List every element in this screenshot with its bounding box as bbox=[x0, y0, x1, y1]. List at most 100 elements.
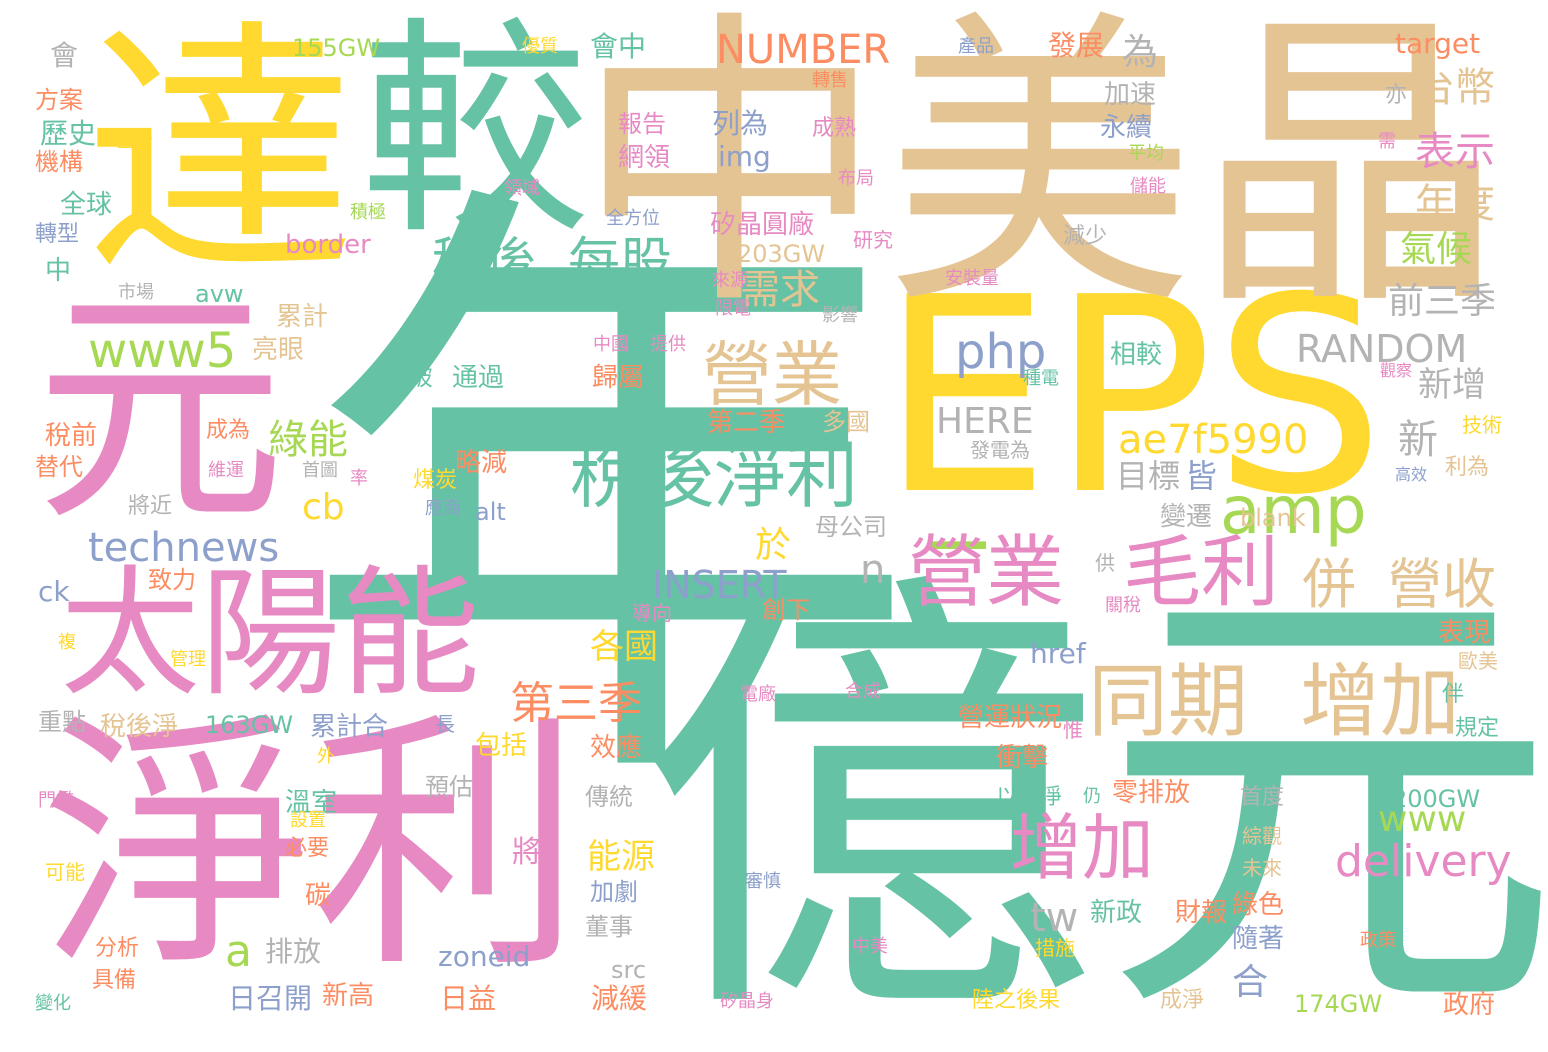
word-shoudu: 首度 bbox=[1240, 785, 1285, 810]
word-guijingshen: 矽晶身 bbox=[720, 991, 774, 1012]
word-yingshou: 營收 bbox=[1388, 553, 1496, 616]
word-zengjia-tan: 增加 bbox=[1300, 655, 1460, 748]
word-yingshang: 應商 bbox=[425, 498, 461, 519]
word-ae7f5990: ae7f5990 bbox=[1118, 417, 1309, 463]
word-shenshen: 審慎 bbox=[745, 871, 781, 892]
word-dianchang: 電廠 bbox=[740, 684, 776, 705]
word-keneng: 可能 bbox=[45, 860, 85, 884]
word-hecheng: 合成 bbox=[845, 681, 881, 702]
word-number: NUMBER bbox=[716, 27, 891, 73]
word-shuiqian: 稅前 bbox=[45, 421, 98, 451]
word-shezhi: 設置 bbox=[290, 810, 326, 831]
word-menkan: 門檻 bbox=[38, 790, 74, 811]
word-lvneng: 綠能 bbox=[268, 417, 348, 463]
word-zhengfu: 政府 bbox=[1443, 990, 1496, 1020]
word-quanfangwei: 全方位 bbox=[606, 208, 660, 229]
word-dierji: 第二季 bbox=[707, 408, 786, 438]
word-technews: technews bbox=[88, 525, 280, 571]
word-jiao: 較 bbox=[360, 0, 591, 266]
word-delivery: delivery bbox=[1335, 836, 1512, 887]
word-tan: 碳 bbox=[305, 881, 332, 911]
word-anzhuangliang: 安裝量 bbox=[945, 268, 999, 289]
word-tigong: 提供 bbox=[650, 334, 686, 355]
word-bianqian: 變遷 bbox=[1160, 502, 1213, 532]
word-huizhong: 會中 bbox=[590, 30, 647, 63]
word-shuihou: 稅後 bbox=[432, 233, 537, 293]
word-avw: avw bbox=[195, 280, 244, 308]
word-riyi: 日益 bbox=[440, 982, 497, 1015]
word-cb: cb bbox=[302, 487, 345, 528]
word-xin: 新 bbox=[1398, 417, 1438, 463]
word-zhongmei: 中美 bbox=[852, 936, 888, 957]
word-fangan: 方案 bbox=[35, 86, 83, 114]
word-guanshui: 關稅 bbox=[1105, 595, 1141, 616]
word-tupo: 突破 bbox=[385, 363, 433, 391]
word-guanli: 管理 bbox=[170, 649, 206, 670]
word-reng: 仍 bbox=[1083, 786, 1101, 807]
word-shuihoujingli: 稅後淨利 bbox=[570, 434, 859, 518]
word-here: HERE bbox=[936, 401, 1034, 442]
word-jiasu: 加速 bbox=[1104, 80, 1157, 110]
word-pingjun: 平均 bbox=[1128, 143, 1164, 164]
word-wangling: 網領 bbox=[618, 143, 671, 173]
word-biaoxian: 表現 bbox=[1438, 618, 1491, 648]
word-youzhi: 優質 bbox=[522, 36, 558, 57]
word-zhuanshou: 轉售 bbox=[812, 70, 848, 91]
word-hui: 會 bbox=[50, 39, 79, 72]
word-jianhuan: 減緩 bbox=[591, 982, 648, 1015]
word-shichang: 市場 bbox=[118, 282, 154, 303]
word-yingyunzhuangkuang: 營運狀況 bbox=[958, 703, 1063, 733]
word-luejian: 略減 bbox=[455, 448, 508, 478]
word-insert: INSERT bbox=[652, 563, 787, 607]
word-zhenghe: 整合 bbox=[117, 131, 153, 152]
word-cuoshi: 措施 bbox=[1035, 936, 1075, 960]
word-jianshao: 減少 bbox=[1063, 224, 1108, 249]
word-liewei: 列為 bbox=[712, 107, 769, 140]
word-xu: 需 bbox=[1378, 131, 1396, 152]
word-xiaoying: 效應 bbox=[590, 733, 643, 763]
word-fazhan: 發展 bbox=[1048, 29, 1105, 62]
word-qihou: 氣候 bbox=[1400, 229, 1473, 270]
word-oumei: 歐美 bbox=[1458, 649, 1498, 673]
word-disanji: 第三季 bbox=[510, 678, 642, 729]
word-zengjia-pink: 增加 bbox=[1010, 806, 1155, 890]
word-wenshi: 溫室 bbox=[285, 788, 338, 818]
word-zhongdian: 重點 bbox=[38, 708, 86, 736]
word-yongxu: 永續 bbox=[1100, 113, 1153, 143]
word-nengyuan: 能源 bbox=[587, 837, 655, 877]
word-guijingyuanchang: 矽晶圓廠 bbox=[710, 210, 815, 240]
word-rizhaokai: 日召開 bbox=[228, 982, 313, 1015]
word-img: img bbox=[718, 140, 771, 173]
word-xuqiu: 需求 bbox=[740, 267, 820, 313]
word-yingye-tan: 營業 bbox=[702, 334, 842, 416]
word-caibao: 財報 bbox=[1175, 898, 1228, 928]
word-jishu: 技術 bbox=[1462, 413, 1502, 437]
word-fenxi: 分析 bbox=[95, 936, 140, 961]
word-duoguo: 多國 bbox=[822, 408, 870, 436]
word-a: a bbox=[225, 926, 252, 977]
word-chengshu: 成熟 bbox=[812, 116, 857, 141]
word-fu: 複 bbox=[58, 632, 76, 653]
word-xingao: 新高 bbox=[322, 981, 375, 1011]
word-chengwei: 成為 bbox=[206, 418, 251, 443]
word-meigu: 每股 bbox=[568, 233, 673, 293]
word-zoneid: zoneid bbox=[438, 940, 531, 973]
word-liwei: 利為 bbox=[1445, 455, 1490, 480]
word-yida: 以達 bbox=[570, 588, 623, 618]
word-nian: 年 bbox=[300, 139, 920, 860]
word-luzhihouguo: 陸之後果 bbox=[972, 988, 1061, 1013]
word-ck: ck bbox=[38, 575, 70, 608]
word-www5: www5 bbox=[88, 323, 237, 379]
word-zhongdian2: 種電 bbox=[1023, 368, 1059, 389]
word-yijiejing: 以潔淨 bbox=[996, 785, 1063, 810]
word-meitan: 煤炭 bbox=[413, 468, 458, 493]
word-yanjiu: 研究 bbox=[853, 228, 893, 252]
word-yingye-pink: 營業 bbox=[908, 528, 1065, 618]
word-maoli: 毛利 bbox=[1123, 528, 1280, 618]
word-174gw: 174GW bbox=[1294, 990, 1383, 1018]
word-liangyan: 亮眼 bbox=[252, 335, 305, 365]
word-src: src bbox=[611, 956, 647, 984]
word-yiyuan: 億元 bbox=[640, 537, 1548, 1052]
word-chuantong: 傳統 bbox=[585, 783, 633, 811]
word-wai: 外 bbox=[317, 746, 335, 767]
